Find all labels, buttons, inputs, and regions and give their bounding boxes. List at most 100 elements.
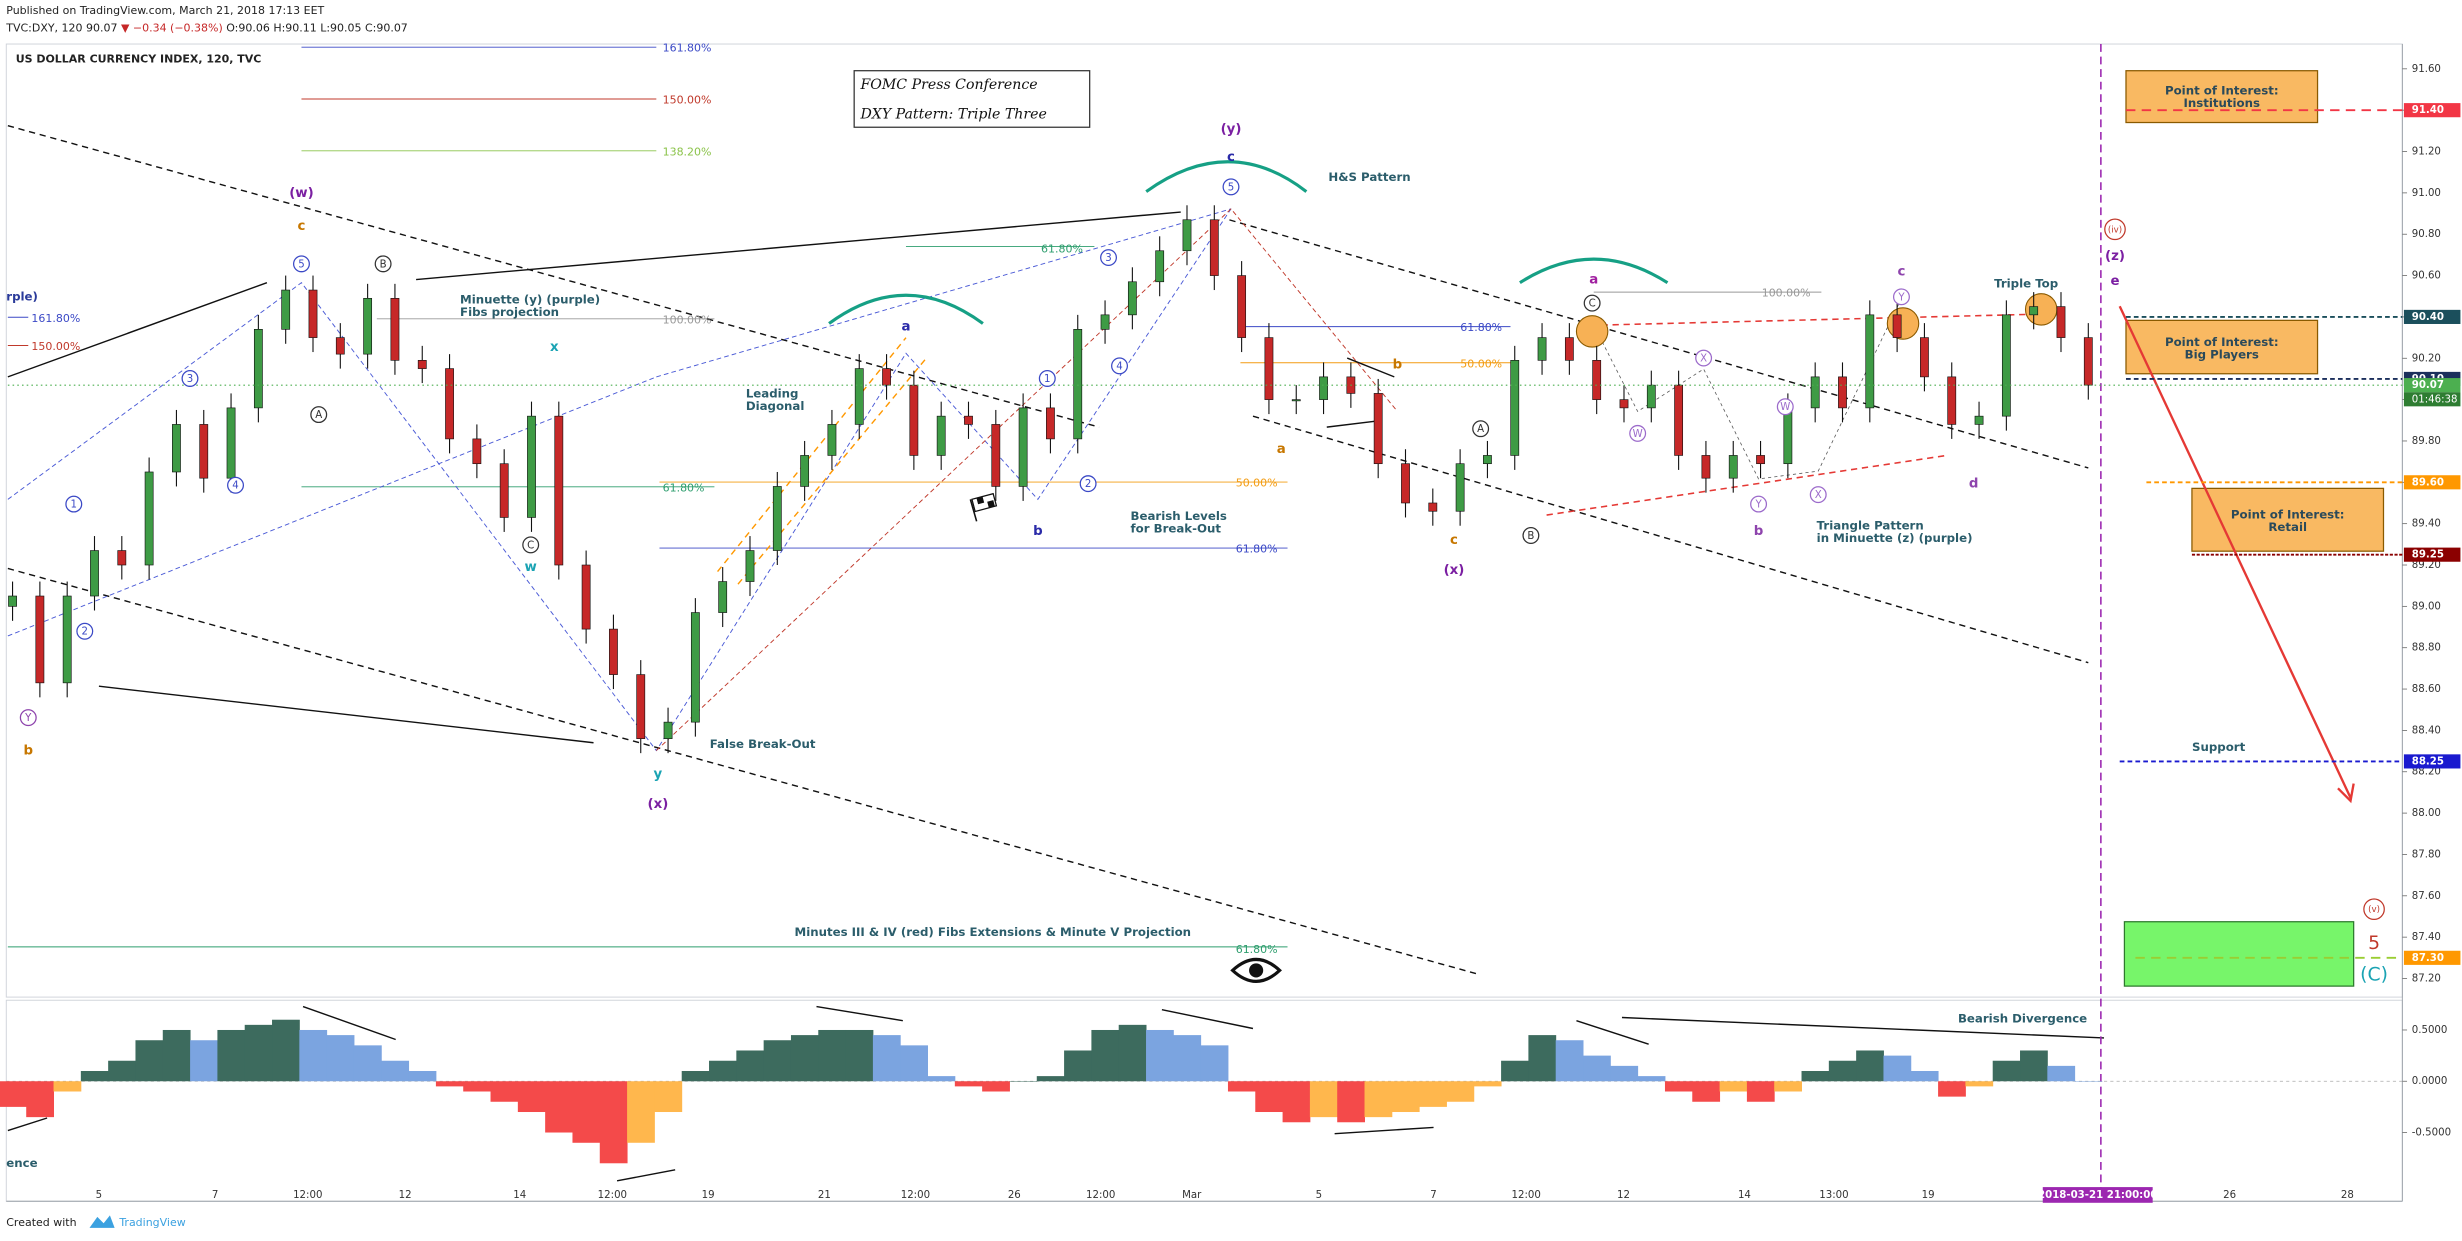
oscillator-bar bbox=[1583, 1055, 1611, 1082]
candle-body bbox=[1701, 455, 1711, 479]
oscillator-bar bbox=[490, 1081, 519, 1102]
eye-icon bbox=[1230, 957, 1282, 983]
oscillator-bar bbox=[53, 1081, 82, 1092]
x-tick-label: 12:00 bbox=[293, 1190, 322, 1201]
wave-circle bbox=[1695, 349, 1713, 367]
wave-circle bbox=[1522, 526, 1540, 544]
x-tick-label: Mar bbox=[1182, 1190, 1202, 1201]
candle-body bbox=[472, 438, 482, 465]
annotation: Diagonal bbox=[746, 399, 805, 413]
oscillator-bar bbox=[217, 1029, 246, 1082]
candle-body bbox=[1920, 337, 1929, 378]
wave-label: Y bbox=[1754, 500, 1762, 511]
note-text: FOMC Press Conference bbox=[859, 77, 1037, 93]
candle-body bbox=[1100, 314, 1110, 330]
y-tick-label: 88.60 bbox=[2412, 684, 2441, 695]
candle-body bbox=[226, 407, 236, 479]
x-tick-label: 12 bbox=[1617, 1190, 1630, 1201]
candle-body bbox=[2083, 337, 2093, 386]
created-with: Created with bbox=[6, 1216, 76, 1229]
candle-body bbox=[554, 415, 564, 566]
oscillator-bar bbox=[1473, 1081, 1502, 1087]
x-tick-label: 12 bbox=[399, 1190, 412, 1201]
wave-label: C bbox=[1589, 299, 1596, 310]
x-tick-label: 26 bbox=[1008, 1190, 1021, 1201]
annotation: Point of Interest: bbox=[2231, 508, 2345, 522]
y2-tick-label: 0.5000 bbox=[2412, 1025, 2448, 1036]
divergence-line bbox=[7, 1117, 48, 1132]
candle-body bbox=[991, 424, 1001, 487]
candle-body bbox=[308, 289, 318, 338]
oscillator-bar bbox=[2047, 1065, 2076, 1082]
oscillator-bar bbox=[1692, 1081, 1721, 1102]
price-tag bbox=[2403, 547, 2461, 562]
y-tick-label: 90.60 bbox=[2412, 271, 2441, 282]
oscillator-bar bbox=[0, 1081, 27, 1107]
oscillator-bar bbox=[1173, 1035, 1202, 1082]
wave-circle bbox=[1222, 178, 1240, 196]
candle-body bbox=[1947, 376, 1957, 425]
oscillator-bar bbox=[1309, 1081, 1338, 1118]
oscillator-bar bbox=[872, 1035, 901, 1082]
wave-label: e bbox=[2110, 274, 2119, 289]
wave-circle bbox=[1892, 288, 1910, 306]
oscillator-bar bbox=[736, 1050, 765, 1082]
y-tick-label: 90.20 bbox=[2412, 353, 2441, 364]
x-tick-label: 12:00 bbox=[901, 1190, 930, 1201]
hs-arc bbox=[828, 293, 984, 325]
annotation: Minutes III & IV (red) Fibs Extensions &… bbox=[794, 925, 1191, 939]
y-tick-label: 89.00 bbox=[2412, 601, 2441, 612]
candle-body bbox=[1619, 399, 1629, 409]
candle-body bbox=[527, 415, 536, 518]
x-tick-label: 7 bbox=[212, 1190, 218, 1201]
oscillator-bar bbox=[818, 1029, 847, 1082]
wave-label: 3 bbox=[187, 374, 193, 385]
divergence-line bbox=[616, 1169, 676, 1182]
top-circle bbox=[1575, 315, 1609, 348]
candle-body bbox=[1291, 399, 1301, 402]
candle-body bbox=[882, 368, 891, 386]
triangle-line bbox=[1546, 454, 1948, 516]
oscillator-bar bbox=[2020, 1050, 2048, 1082]
annotation: in Minuette (z) (purple) bbox=[1817, 531, 1973, 545]
oscillator-bar bbox=[599, 1081, 628, 1164]
candle-body bbox=[1756, 455, 1765, 465]
candle-body bbox=[964, 415, 973, 425]
divergence-line bbox=[302, 1005, 396, 1041]
price-tag-label: 91.40 bbox=[2412, 105, 2444, 116]
x-tick-label: 5 bbox=[96, 1190, 102, 1201]
oscillator-bar bbox=[1828, 1060, 1857, 1082]
y-tick-label: 88.80 bbox=[2412, 643, 2441, 654]
candle-body bbox=[1510, 360, 1520, 456]
wave-line bbox=[7, 376, 657, 637]
y-tick-label: 88.20 bbox=[2412, 767, 2441, 778]
candle-body bbox=[909, 384, 919, 456]
oscillator-bar bbox=[1337, 1081, 1365, 1123]
wave-label: (C) bbox=[2360, 965, 2388, 986]
candle-body bbox=[718, 581, 728, 613]
candle-body bbox=[581, 564, 591, 630]
candle-body bbox=[1264, 337, 1274, 400]
y-tick-label: 88.40 bbox=[2412, 725, 2441, 736]
fib-label: 161.80% bbox=[663, 42, 712, 55]
candle-body bbox=[363, 297, 373, 355]
candle-body bbox=[1783, 407, 1793, 465]
oscillator-bar bbox=[463, 1081, 491, 1092]
wave-label: (z) bbox=[2105, 249, 2125, 264]
candle-body bbox=[609, 628, 618, 675]
wave-label: b bbox=[1754, 524, 1764, 539]
published: Published on TradingView.com, March 21, … bbox=[6, 4, 324, 17]
wave-circle bbox=[1472, 420, 1490, 438]
annotation: for Break-Out bbox=[1131, 522, 1222, 536]
annotation: False Break-Out bbox=[710, 737, 816, 751]
trend-line bbox=[7, 567, 1477, 975]
brand: TradingView bbox=[118, 1216, 185, 1229]
y-tick-label: 91.20 bbox=[2412, 147, 2441, 158]
wave-line bbox=[656, 208, 1398, 751]
oscillator-bar bbox=[162, 1029, 191, 1082]
candle-body bbox=[172, 424, 181, 473]
annotation: Institutions bbox=[2183, 96, 2260, 110]
wave-label: B bbox=[1527, 531, 1534, 542]
